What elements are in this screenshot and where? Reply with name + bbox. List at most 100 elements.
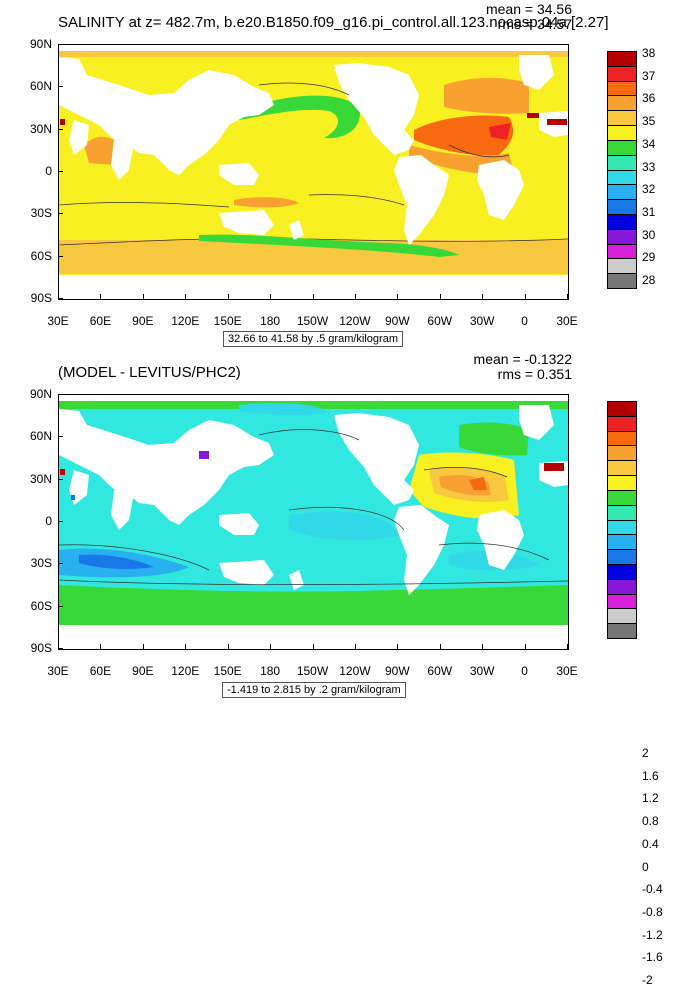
colorbar-label: 0	[642, 859, 649, 874]
lat-tick-label: 90N	[29, 37, 52, 51]
colorbar-swatch	[607, 401, 637, 417]
colorbar-swatch	[607, 445, 637, 462]
colorbar-swatch	[607, 504, 637, 521]
colorbar-swatch	[607, 65, 637, 82]
lon-tick	[567, 644, 568, 649]
difference-colorbar	[607, 401, 637, 639]
lon-tick-label: 60E	[89, 664, 112, 678]
colorbar-swatch	[607, 125, 637, 141]
colorbar-swatch	[607, 95, 637, 112]
lat-tick-label: 30N	[29, 121, 52, 136]
colorbar-swatch	[607, 519, 637, 536]
lat-tick	[58, 648, 63, 649]
lon-tick	[270, 644, 272, 649]
lat-tick	[58, 478, 63, 480]
lat-tick	[58, 86, 63, 88]
colorbar-swatch	[607, 213, 637, 230]
salinity-map	[58, 44, 569, 300]
colorbar-label: 0.8	[642, 814, 659, 829]
mediterranean-outflow	[489, 123, 511, 140]
colorbar-swatch	[607, 534, 637, 551]
colorbar-label: 29	[642, 250, 656, 265]
colorbar-swatch	[607, 80, 637, 97]
lat-tick-label: 60N	[29, 79, 52, 94]
colorbar-swatch	[607, 169, 637, 186]
colorbar-swatch	[607, 608, 637, 625]
lon-tick-label: 90W	[384, 314, 410, 328]
lon-tick-label: 150E	[213, 664, 242, 678]
lat-tick	[58, 521, 63, 522]
colorbar-label: 2	[642, 746, 649, 760]
lat-tick-label: 30S	[30, 556, 52, 571]
mean-stat: mean = -0.1322	[473, 351, 572, 367]
lon-tick-label: 0	[521, 314, 528, 328]
lon-tick	[142, 644, 144, 649]
lon-tick-label: 120E	[171, 314, 200, 328]
colorbar-swatch	[607, 139, 637, 156]
lon-tick	[142, 294, 144, 299]
lon-tick	[397, 294, 399, 299]
colorbar-label: 31	[642, 204, 656, 219]
lon-tick	[185, 644, 187, 649]
lat-tick	[58, 394, 63, 395]
colorbar-swatch	[607, 243, 637, 260]
colorbar-swatch	[607, 199, 637, 215]
colorbar-label: 36	[642, 91, 656, 106]
contour-caption: -1.419 to 2.815 by .2 gram/kilogram	[222, 682, 406, 698]
lat-tick	[58, 171, 63, 172]
panel-title: SALINITY at z= 482.7m, b.e20.B1850.f09_g…	[58, 14, 609, 31]
difference-map	[58, 394, 569, 650]
lon-tick	[270, 294, 272, 299]
colorbar-label: -0.4	[642, 882, 663, 897]
lon-tick-label: 30W	[469, 664, 495, 678]
lon-tick-label: 0	[521, 664, 528, 678]
colorbar-swatch	[607, 489, 637, 506]
colorbar-swatch	[607, 110, 637, 127]
contour-caption: 32.66 to 41.58 by .5 gram/kilogram	[223, 331, 403, 347]
acc-green-band	[199, 234, 459, 257]
lat-tick	[58, 44, 63, 45]
colorbar-label: 33	[642, 159, 656, 174]
lon-tick	[227, 644, 229, 649]
lat-tick-label: 60N	[29, 429, 52, 444]
lon-tick	[567, 294, 568, 299]
colorbar-label: 32	[642, 182, 656, 197]
colorbar-label: 1.2	[642, 791, 659, 806]
lat-tick-label: 30S	[30, 206, 52, 221]
colorbar-swatch	[607, 228, 637, 245]
lon-tick-label: 180	[260, 314, 281, 328]
colorbar-label: -2	[642, 973, 653, 987]
colorbar-swatch	[607, 549, 637, 565]
lat-tick-label: 0	[45, 164, 52, 178]
lon-tick	[58, 644, 59, 649]
colorbar-label: -1.6	[642, 950, 663, 965]
lat-tick-label: 60S	[30, 598, 52, 613]
lat-tick-label: 90N	[29, 387, 52, 401]
lon-tick-label: 180	[260, 664, 281, 678]
lat-tick	[58, 298, 63, 299]
lon-tick-label: 120W	[339, 314, 371, 328]
lon-tick-label: 30E	[47, 314, 69, 328]
lon-tick	[312, 644, 314, 649]
colorbar-label: 0.4	[642, 836, 659, 851]
colorbar-swatch	[607, 184, 637, 201]
lon-tick-label: 90W	[384, 664, 410, 678]
colorbar-label: 34	[642, 136, 656, 151]
lon-tick	[100, 294, 102, 299]
colorbar-swatch	[607, 460, 637, 477]
salinity-panel: SALINITY at z= 482.7m, b.e20.B1850.f09_g…	[0, 0, 700, 350]
mean-stat: mean = 34.56	[485, 1, 572, 17]
colorbar-swatch	[607, 563, 637, 580]
colorbar-label: -1.2	[642, 927, 663, 942]
salinity-colorbar	[607, 51, 637, 289]
lon-tick	[482, 294, 484, 299]
colorbar-label: 38	[642, 46, 656, 60]
lat-tick	[58, 563, 63, 565]
lat-tick	[58, 436, 63, 438]
lon-tick	[439, 294, 441, 299]
lon-tick	[58, 294, 59, 299]
colorbar-swatch	[607, 154, 637, 171]
lon-tick	[100, 644, 102, 649]
lat-tick-label: 90S	[30, 641, 52, 655]
lon-tick	[354, 294, 356, 299]
